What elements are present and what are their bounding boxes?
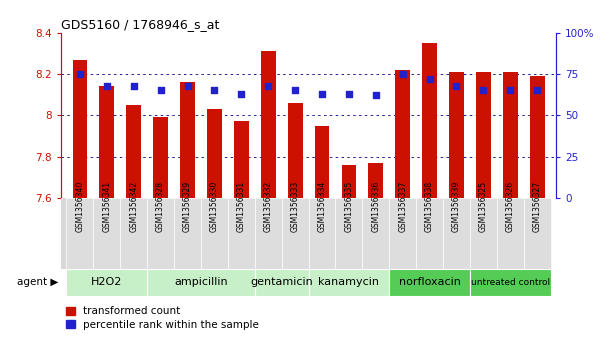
- Text: GSM1356329: GSM1356329: [183, 181, 192, 232]
- Bar: [93, 198, 120, 269]
- Point: [532, 87, 542, 93]
- Text: GSM1356337: GSM1356337: [398, 180, 407, 232]
- Point: [263, 83, 273, 89]
- Point: [317, 91, 327, 97]
- Bar: [309, 269, 389, 296]
- Text: gentamicin: gentamicin: [251, 277, 313, 287]
- Bar: [362, 198, 389, 269]
- Bar: [416, 198, 443, 269]
- Bar: [73, 60, 87, 198]
- Text: GSM1356338: GSM1356338: [425, 181, 434, 232]
- Point: [425, 76, 434, 82]
- Point: [344, 91, 354, 97]
- Bar: [530, 76, 544, 198]
- Point: [290, 87, 300, 93]
- Bar: [470, 269, 551, 296]
- Bar: [449, 72, 464, 198]
- Text: norfloxacin: norfloxacin: [398, 277, 461, 287]
- Text: GSM1356336: GSM1356336: [371, 180, 380, 232]
- Text: agent ▶: agent ▶: [16, 277, 58, 287]
- Bar: [309, 198, 335, 269]
- Bar: [503, 72, 518, 198]
- Text: GSM1356339: GSM1356339: [452, 180, 461, 232]
- Legend: transformed count, percentile rank within the sample: transformed count, percentile rank withi…: [67, 306, 259, 330]
- Point: [210, 87, 219, 93]
- Point: [156, 87, 166, 93]
- Bar: [443, 198, 470, 269]
- Bar: [126, 105, 141, 198]
- Point: [371, 93, 381, 98]
- Bar: [207, 109, 222, 198]
- Text: ampicillin: ampicillin: [174, 277, 228, 287]
- Bar: [201, 198, 228, 269]
- Bar: [342, 165, 356, 198]
- Bar: [282, 198, 309, 269]
- Point: [505, 87, 515, 93]
- Bar: [234, 122, 249, 198]
- Bar: [476, 72, 491, 198]
- Bar: [470, 198, 497, 269]
- Bar: [422, 43, 437, 198]
- Bar: [174, 198, 201, 269]
- Bar: [100, 86, 114, 198]
- Point: [236, 91, 246, 97]
- Text: GSM1356334: GSM1356334: [318, 180, 326, 232]
- Bar: [228, 198, 255, 269]
- Bar: [255, 269, 309, 296]
- Bar: [147, 269, 255, 296]
- Bar: [288, 103, 302, 198]
- Bar: [389, 198, 416, 269]
- Text: GSM1356331: GSM1356331: [237, 181, 246, 232]
- Text: GSM1356332: GSM1356332: [264, 181, 273, 232]
- Bar: [67, 198, 93, 269]
- Text: GSM1356335: GSM1356335: [345, 180, 353, 232]
- Text: GSM1356342: GSM1356342: [129, 181, 138, 232]
- Point: [452, 83, 461, 89]
- Text: GSM1356326: GSM1356326: [506, 181, 515, 232]
- Point: [183, 83, 192, 89]
- Bar: [497, 198, 524, 269]
- Text: H2O2: H2O2: [91, 277, 123, 287]
- Bar: [368, 163, 383, 198]
- Text: GSM1356328: GSM1356328: [156, 181, 165, 232]
- Bar: [153, 117, 168, 198]
- Text: GSM1356330: GSM1356330: [210, 180, 219, 232]
- Text: GSM1356325: GSM1356325: [479, 181, 488, 232]
- Text: GDS5160 / 1768946_s_at: GDS5160 / 1768946_s_at: [61, 19, 219, 32]
- Point: [129, 83, 139, 89]
- Bar: [180, 82, 195, 198]
- Text: GSM1356341: GSM1356341: [102, 181, 111, 232]
- Bar: [255, 198, 282, 269]
- Text: GSM1356327: GSM1356327: [533, 181, 542, 232]
- Bar: [120, 198, 147, 269]
- Point: [102, 83, 112, 89]
- Bar: [335, 198, 362, 269]
- Text: GSM1356340: GSM1356340: [75, 180, 84, 232]
- Bar: [261, 51, 276, 198]
- Bar: [315, 126, 329, 198]
- Bar: [395, 70, 410, 198]
- Point: [478, 87, 488, 93]
- Point: [75, 71, 85, 77]
- Text: kanamycin: kanamycin: [318, 277, 379, 287]
- Text: untreated control: untreated control: [470, 278, 550, 287]
- Bar: [524, 198, 551, 269]
- Text: GSM1356333: GSM1356333: [291, 180, 299, 232]
- Bar: [147, 198, 174, 269]
- Bar: [67, 269, 147, 296]
- Point: [398, 71, 408, 77]
- Bar: [389, 269, 470, 296]
